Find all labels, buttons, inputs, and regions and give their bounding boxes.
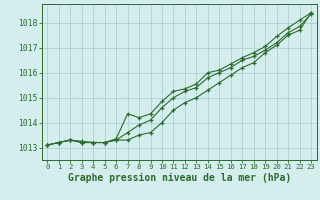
X-axis label: Graphe pression niveau de la mer (hPa): Graphe pression niveau de la mer (hPa)	[68, 173, 291, 183]
